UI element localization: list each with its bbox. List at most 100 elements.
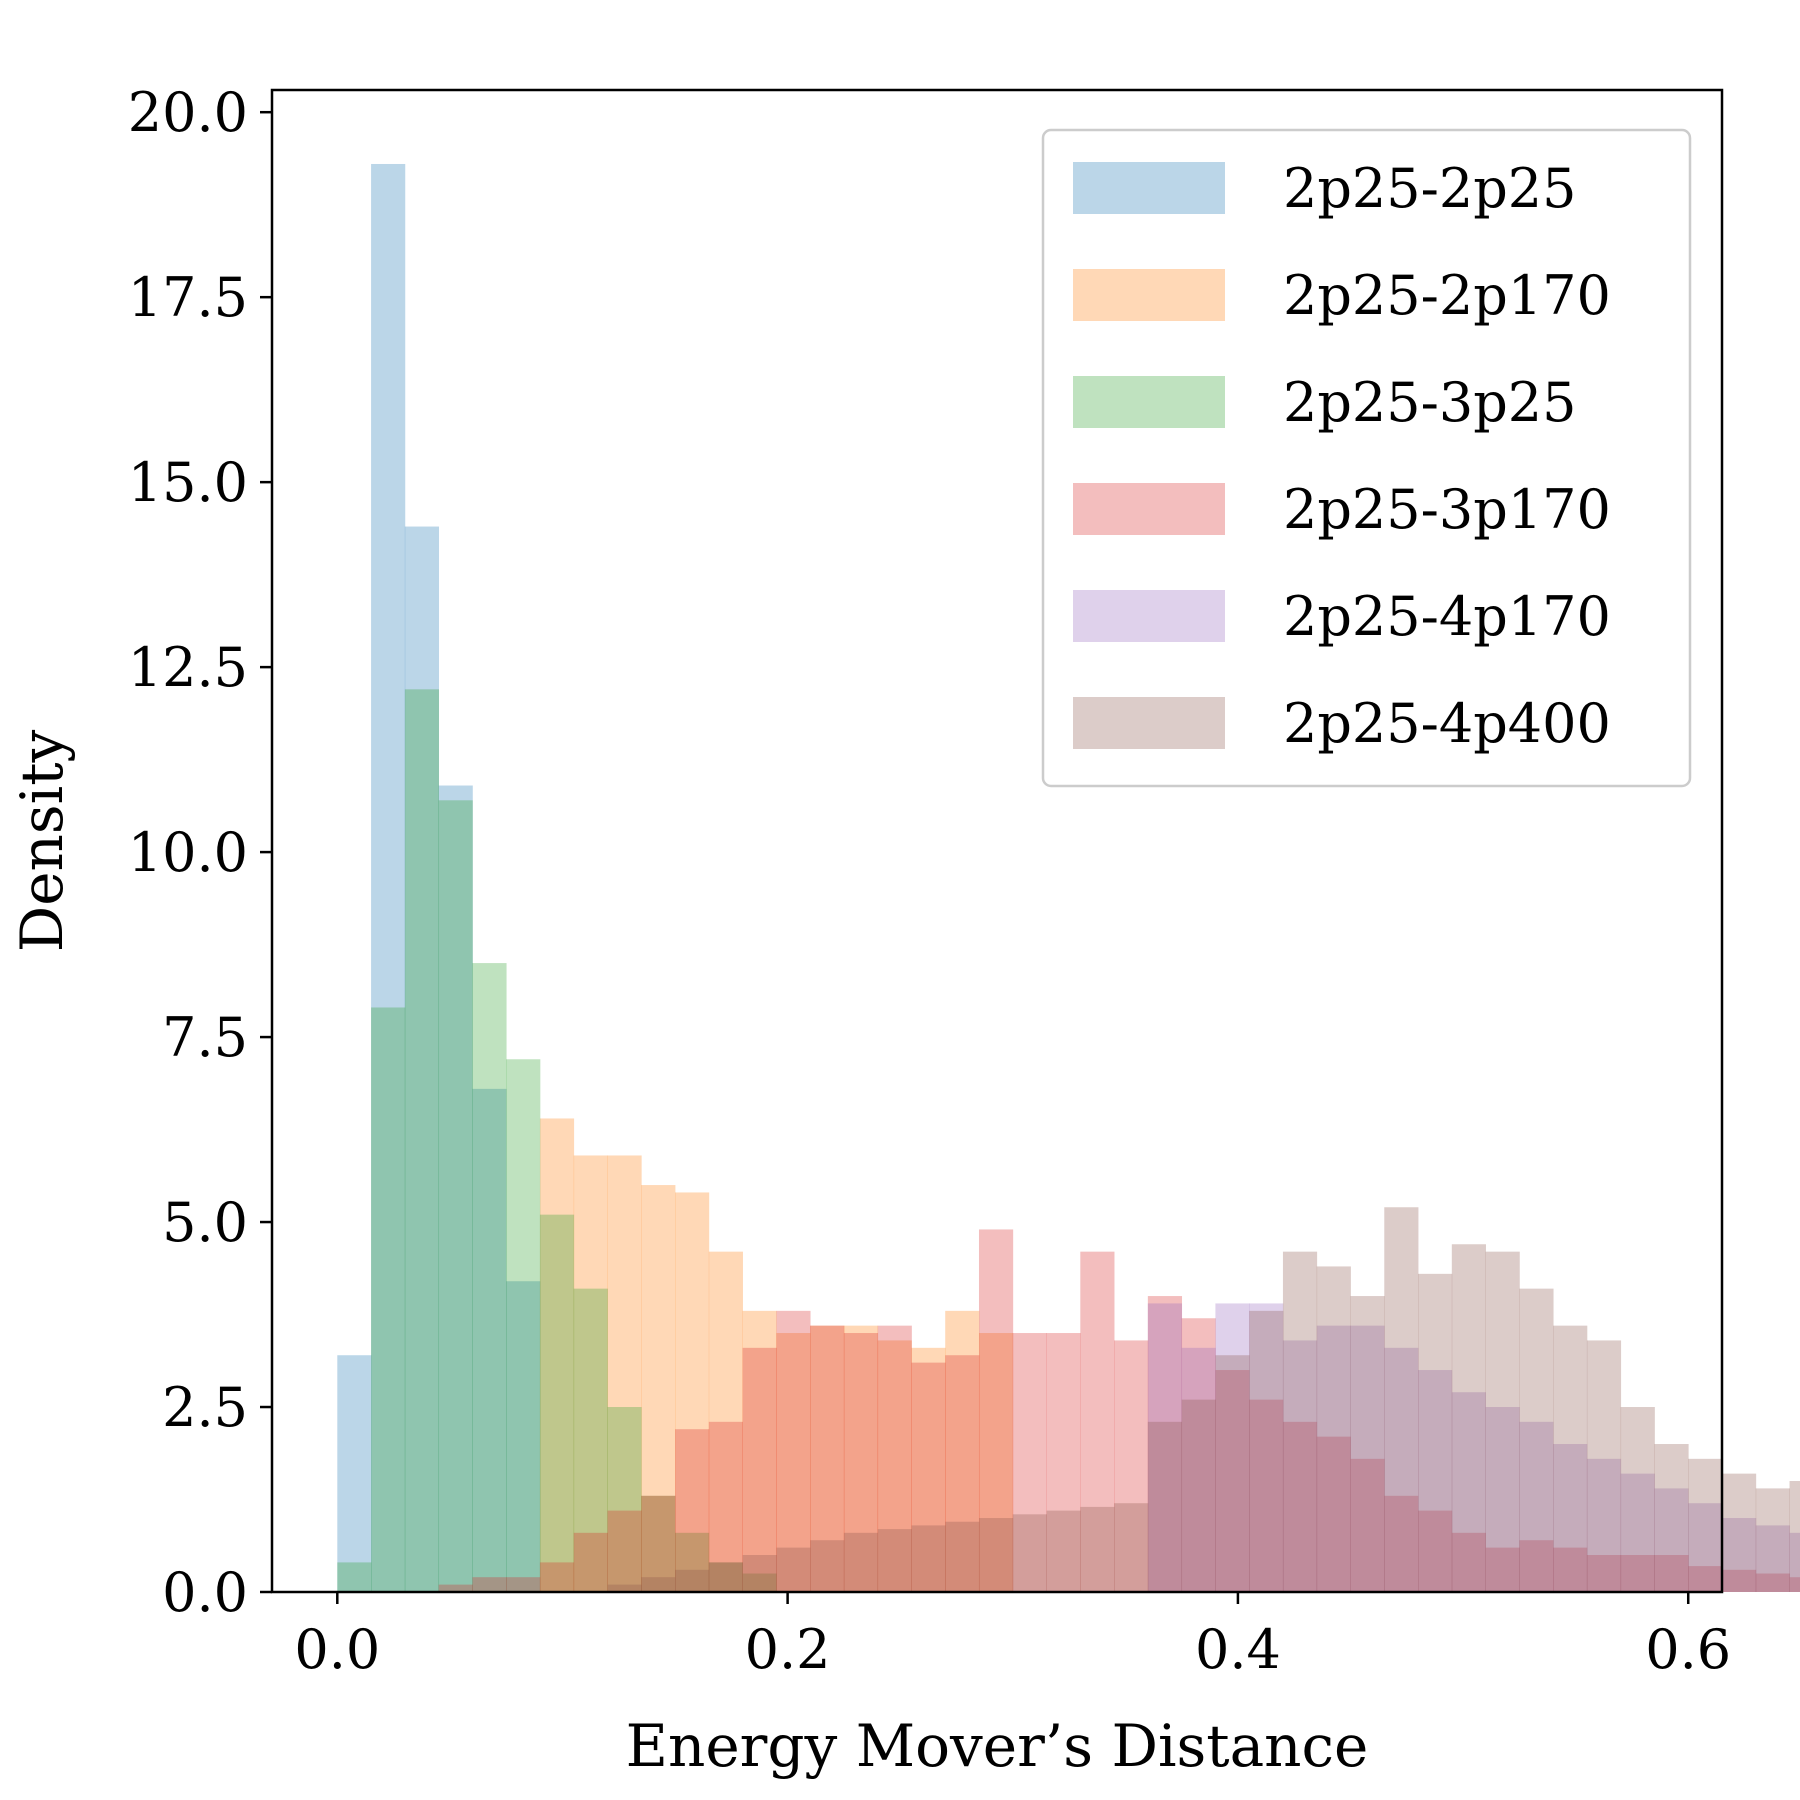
histogram-bar bbox=[843, 1333, 879, 1592]
legend-box bbox=[1041, 128, 1692, 788]
histogram-bar bbox=[1553, 1325, 1588, 1592]
histogram-bar bbox=[1654, 1444, 1689, 1592]
series-2p25-2p25 bbox=[337, 163, 541, 1593]
histogram-bar bbox=[1384, 1495, 1419, 1592]
histogram-bar bbox=[1620, 1473, 1655, 1592]
histogram-bar bbox=[1418, 1370, 1453, 1592]
x-tick-label: 0.4 bbox=[1195, 1618, 1281, 1681]
histogram-bar bbox=[472, 963, 507, 1592]
histogram-bar bbox=[539, 1214, 575, 1592]
histogram-bar bbox=[1181, 1347, 1216, 1592]
histogram-bar bbox=[472, 1577, 507, 1592]
histogram-bar bbox=[506, 1281, 541, 1592]
legend-items: 2p25-2p25 2p25-2p170 2p25-3p25 2p25-3p170 2p… bbox=[1073, 157, 1611, 755]
histogram-bar bbox=[1553, 1444, 1588, 1592]
histogram-bar bbox=[1316, 1436, 1351, 1592]
histogram-bar bbox=[1215, 1303, 1250, 1592]
legend-swatch bbox=[1073, 697, 1225, 749]
y-tick-label: 2.5 bbox=[162, 1376, 248, 1439]
legend-label: 2p25-4p400 bbox=[1283, 692, 1611, 755]
histogram-bar bbox=[607, 1510, 642, 1592]
histogram-bar bbox=[810, 1325, 845, 1592]
histogram-bar bbox=[810, 1325, 845, 1592]
histogram-bar bbox=[945, 1355, 980, 1592]
series-2p25-3p170 bbox=[438, 1229, 1800, 1592]
legend-item-2p25-4p400: 2p25-4p400 bbox=[1073, 692, 1611, 755]
histogram-bar bbox=[438, 1584, 473, 1592]
histogram-bar bbox=[539, 1118, 575, 1592]
histogram-bar bbox=[1181, 1318, 1216, 1592]
y-tick-label: 12.5 bbox=[128, 636, 248, 699]
histogram-bar bbox=[438, 785, 473, 1592]
histogram-bar bbox=[1282, 1421, 1318, 1592]
histogram-bar bbox=[337, 1355, 372, 1592]
histogram-bar bbox=[1418, 1273, 1453, 1592]
histogram-bar bbox=[945, 1521, 980, 1592]
histogram-bar bbox=[978, 1333, 1014, 1592]
histogram-bar bbox=[1012, 1333, 1047, 1592]
histogram-bar bbox=[472, 1088, 507, 1592]
histogram-bar bbox=[1519, 1421, 1554, 1592]
x-tick-label: 0.6 bbox=[1645, 1618, 1731, 1681]
histogram-bar bbox=[539, 1562, 575, 1592]
histogram-bar bbox=[404, 526, 440, 1592]
histogram-bar bbox=[1789, 1481, 1800, 1592]
histogram-bar bbox=[607, 1407, 642, 1592]
legend-label: 2p25-2p25 bbox=[1283, 157, 1577, 220]
histogram-bar bbox=[1350, 1325, 1385, 1592]
histogram-bar bbox=[1451, 1244, 1486, 1592]
legend-item-2p25-4p170: 2p25-4p170 bbox=[1073, 585, 1611, 648]
histogram-bar bbox=[945, 1310, 980, 1592]
x-tick-label: 0.0 bbox=[294, 1618, 380, 1681]
histogram-bar bbox=[1282, 1251, 1318, 1592]
histogram-bar bbox=[776, 1547, 811, 1592]
legend-swatch bbox=[1073, 269, 1225, 321]
histogram-bar bbox=[438, 800, 473, 1592]
histogram-bar bbox=[675, 1569, 710, 1592]
histogram-bar bbox=[371, 1007, 406, 1592]
histogram-bar bbox=[1553, 1547, 1588, 1592]
histogram-bar bbox=[1451, 1392, 1486, 1592]
histogram-bar bbox=[1282, 1340, 1318, 1592]
legend-label: 2p25-4p170 bbox=[1283, 585, 1611, 648]
histogram-bar bbox=[978, 1229, 1014, 1592]
histogram-bar bbox=[877, 1325, 912, 1592]
histogram-bar bbox=[1485, 1251, 1520, 1592]
histogram-bar bbox=[1046, 1510, 1081, 1592]
histogram-bar bbox=[1688, 1458, 1723, 1592]
histogram-bar bbox=[1722, 1569, 1757, 1592]
histogram-bar bbox=[573, 1288, 608, 1592]
histogram-bar bbox=[843, 1532, 879, 1592]
legend-label: 2p25-2p170 bbox=[1283, 264, 1611, 327]
y-tick-label: 0.0 bbox=[162, 1561, 248, 1624]
y-tick-label: 5.0 bbox=[162, 1191, 248, 1254]
histogram-bar bbox=[978, 1518, 1014, 1592]
series-2p25-3p25 bbox=[337, 689, 777, 1592]
histogram-bar bbox=[641, 1495, 676, 1592]
histogram-bar bbox=[1722, 1473, 1757, 1592]
y-tick-label: 20.0 bbox=[128, 81, 248, 144]
histogram-bar bbox=[742, 1310, 777, 1592]
histogram-bar bbox=[1147, 1303, 1183, 1592]
histogram-bar bbox=[708, 1421, 743, 1592]
legend-item-2p25-3p25: 2p25-3p25 bbox=[1073, 371, 1577, 434]
legend-item-2p25-3p170: 2p25-3p170 bbox=[1073, 478, 1611, 541]
series-2p25-2p170 bbox=[539, 1118, 1014, 1592]
histogram-bar bbox=[1654, 1488, 1689, 1592]
histogram-bar bbox=[1249, 1303, 1284, 1592]
histogram-bar bbox=[1249, 1310, 1284, 1592]
legend-item-2p25-2p25: 2p25-2p25 bbox=[1073, 157, 1577, 220]
histogram-bar bbox=[1080, 1251, 1115, 1592]
histogram-bar bbox=[843, 1325, 879, 1592]
x-tick-label: 0.2 bbox=[745, 1618, 831, 1681]
histogram-bar bbox=[1215, 1355, 1250, 1592]
histogram-bar bbox=[573, 1155, 608, 1592]
histogram-bar bbox=[708, 1562, 743, 1592]
histogram-bar bbox=[708, 1562, 743, 1592]
histogram-bar bbox=[1147, 1296, 1183, 1592]
histogram-bar bbox=[1316, 1266, 1351, 1592]
histogram-bar bbox=[810, 1540, 845, 1592]
series-2p25-4p170 bbox=[1147, 1303, 1800, 1592]
histogram-bar bbox=[1586, 1340, 1622, 1592]
